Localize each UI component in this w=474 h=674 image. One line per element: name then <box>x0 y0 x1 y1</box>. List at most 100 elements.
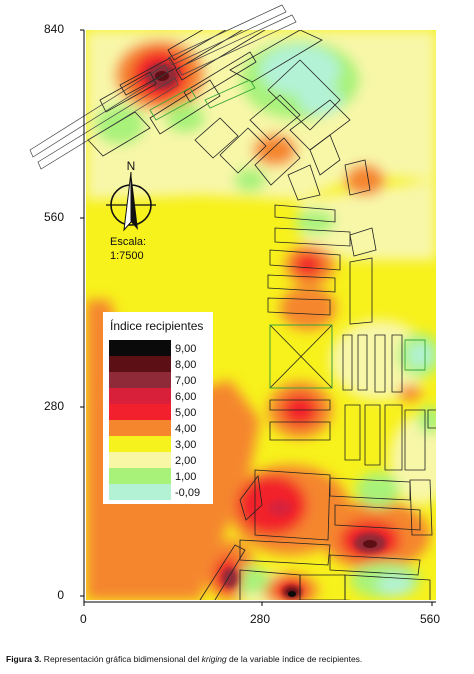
block-outline <box>29 64 169 158</box>
x-tick-label: 560 <box>420 612 441 626</box>
legend-label: 2,00 <box>175 455 196 467</box>
block-outline <box>167 4 287 66</box>
block-outline <box>239 474 263 521</box>
block-outline <box>254 137 301 186</box>
block-outline <box>357 334 368 391</box>
legend-swatch <box>109 340 171 356</box>
legend-label: 8,00 <box>175 359 196 371</box>
cyan-zone-north <box>260 45 340 95</box>
caption-italic: kriging <box>201 654 227 664</box>
crimson-core-south <box>268 500 292 516</box>
legend-label: -0,09 <box>175 487 200 499</box>
legend-title: Índice recipientes <box>110 318 203 333</box>
legend: Índice recipientes 9,00 8,00 7,00 6,00 5,00 4… <box>103 312 213 504</box>
block-outline <box>149 79 221 135</box>
block-outline <box>267 59 341 131</box>
x-tick-label: 0 <box>80 612 87 626</box>
compass-needle-right <box>131 172 138 230</box>
legend-swatch <box>109 468 171 484</box>
y-tick-label: 840 <box>43 22 64 36</box>
block-outline <box>37 77 179 170</box>
block-outline <box>334 504 421 531</box>
cyan-zone-east <box>408 343 432 367</box>
block-outline <box>177 14 297 76</box>
legend-label: 5,00 <box>175 407 196 419</box>
block-outline <box>344 159 371 196</box>
y-tick-label: 560 <box>43 210 64 224</box>
legend-swatch <box>109 436 171 452</box>
green-zone-nw <box>95 105 145 145</box>
orange-blob-8 <box>398 385 422 401</box>
park-outline <box>269 324 333 389</box>
legend-swatch <box>109 372 171 388</box>
legend-swatch <box>109 484 171 500</box>
block-outline <box>391 334 403 393</box>
block-outline <box>269 421 331 441</box>
block-outline <box>239 569 301 600</box>
block-outline <box>269 249 341 271</box>
block-outline <box>274 204 336 223</box>
block-outline <box>287 164 321 201</box>
legend-swatches: 9,00 8,00 7,00 6,00 5,00 4,00 3,00 2,00 1,00 -0,0… <box>109 340 200 500</box>
maroon-core-sw <box>222 568 238 588</box>
block-outline <box>404 409 426 471</box>
cyan-zone-south <box>377 575 413 595</box>
block-outline <box>267 274 336 293</box>
legend-label: 4,00 <box>175 423 196 435</box>
block-outline <box>309 134 341 176</box>
green-zone-3 <box>234 168 266 192</box>
park-outline <box>149 87 197 121</box>
caption-prefix: Figura 3. <box>6 654 42 664</box>
legend-swatch <box>109 356 171 372</box>
legend-swatch <box>109 388 171 404</box>
block-outline <box>342 334 353 391</box>
block-outline <box>349 227 377 257</box>
legend-label: 9,00 <box>175 343 196 355</box>
block-outline <box>329 554 421 576</box>
block-outline <box>374 334 386 393</box>
block-outline-diagonal <box>269 324 333 389</box>
block-outline <box>344 404 361 461</box>
park-outline <box>404 339 426 371</box>
outer-block-outlines <box>29 4 297 170</box>
block-outline <box>229 30 323 83</box>
black-core-bottom <box>288 591 296 597</box>
pale-zone-east <box>300 180 436 260</box>
block-outline <box>254 469 331 541</box>
green-zone-5 <box>418 406 436 434</box>
north-arrow: N <box>106 159 156 232</box>
block-outline <box>183 51 257 103</box>
park-outline <box>204 79 256 109</box>
block-outline <box>329 477 411 501</box>
block-outline <box>364 404 381 466</box>
interpolation-surface <box>86 30 436 600</box>
block-outline <box>344 574 431 600</box>
block-outline <box>409 479 433 536</box>
legend-label: 1,00 <box>175 471 196 483</box>
block-outline <box>199 544 246 600</box>
block-outline <box>175 30 266 81</box>
legend-label: 6,00 <box>175 391 196 403</box>
green-zone-4 <box>295 210 335 234</box>
scale-value: 1:7500 <box>110 250 144 262</box>
orange-blob-2 <box>280 286 336 330</box>
block-outline <box>427 409 436 429</box>
green-block-outlines <box>149 79 426 389</box>
y-tick-label: 280 <box>43 399 64 413</box>
scale-label: Escala: <box>110 236 146 248</box>
block-outline <box>274 227 351 247</box>
legend-label: 7,00 <box>175 375 196 387</box>
legend-swatch <box>109 404 171 420</box>
legend-swatch <box>109 420 171 436</box>
cyan-zone-2 <box>298 85 342 115</box>
north-label: N <box>127 159 136 173</box>
block-outline <box>289 99 351 151</box>
legend-swatch <box>109 452 171 468</box>
orange-blob-4 <box>253 134 297 166</box>
red-spot-north-centre <box>294 253 322 277</box>
block-outline <box>167 30 227 61</box>
darkred-core-se <box>363 540 377 548</box>
orange-blob-5 <box>345 164 385 196</box>
